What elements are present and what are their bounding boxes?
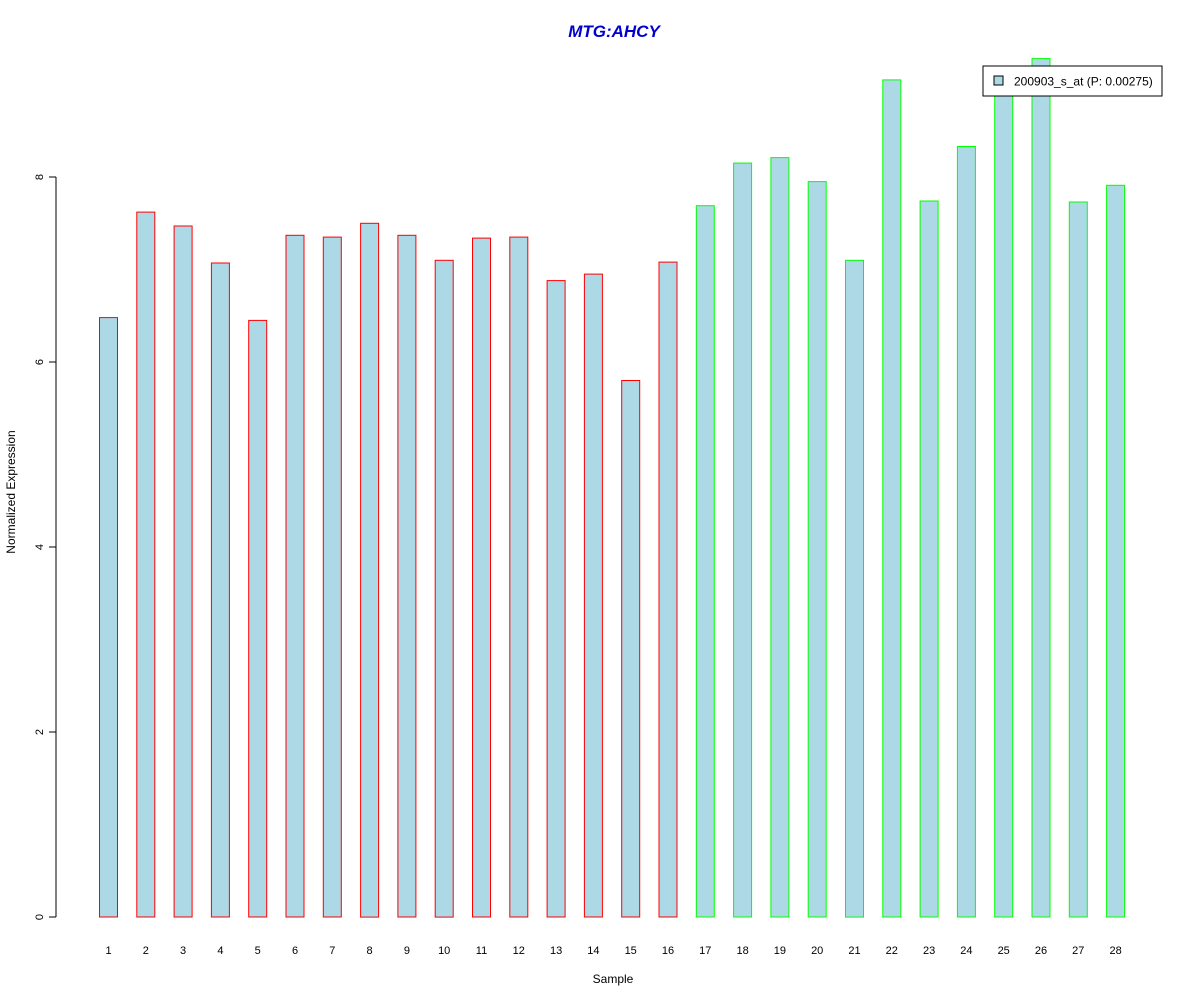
x-tick-label: 10 — [438, 945, 450, 957]
bar-sample-9 — [397, 234, 417, 918]
x-tick-label: 1 — [105, 945, 111, 957]
bar-sample-13 — [546, 280, 566, 918]
x-tick-label: 25 — [998, 945, 1010, 957]
bar-sample-15 — [621, 380, 641, 918]
x-tick-label: 8 — [367, 945, 373, 957]
bar-sample-24 — [956, 146, 976, 918]
bar-sample-1 — [99, 317, 118, 918]
legend-box — [982, 65, 1163, 97]
bar-sample-7 — [322, 236, 342, 918]
bar-sample-17 — [695, 205, 715, 918]
legend-entry: 200903_s_at (P: 0.00275) — [1014, 75, 1153, 89]
x-tick-label: 5 — [255, 945, 261, 957]
bar-sample-4 — [210, 262, 230, 918]
x-tick-label: 28 — [1109, 945, 1121, 957]
y-tick-label: 6 — [34, 359, 46, 365]
x-tick-label: 23 — [923, 945, 935, 957]
bar-sample-16 — [658, 261, 678, 918]
x-tick-label: 24 — [960, 945, 972, 957]
x-tick-label: 19 — [774, 945, 786, 957]
chart-title: MTG:AHCY — [568, 22, 661, 41]
bar-sample-25 — [994, 84, 1014, 918]
y-axis: 0 2 4 6 8 — [34, 174, 57, 920]
bar-sample-18 — [733, 162, 753, 918]
bar-sample-22 — [882, 79, 902, 918]
bar-sample-21 — [845, 259, 864, 918]
bar-sample-12 — [509, 236, 529, 918]
bar-sample-14 — [583, 273, 603, 918]
x-tick-label: 17 — [699, 945, 711, 957]
x-tick-label: 7 — [329, 945, 335, 957]
x-tick-label: 21 — [848, 945, 860, 957]
x-tick-label: 3 — [180, 945, 186, 957]
x-tick-label: 2 — [143, 945, 149, 957]
x-axis-label: Sample — [593, 972, 634, 986]
y-axis-label: Normalized Expression — [4, 430, 18, 553]
x-tick-label: 20 — [811, 945, 823, 957]
y-tick-label: 0 — [34, 914, 46, 920]
y-tick-label: 4 — [34, 544, 46, 550]
x-tick-label: 12 — [513, 945, 525, 957]
x-tick-label: 11 — [476, 945, 487, 957]
bar-sample-10 — [434, 259, 454, 918]
x-tick-label: 9 — [404, 945, 410, 957]
x-tick-label: 14 — [587, 945, 599, 957]
x-tick-label: 16 — [662, 945, 674, 957]
bars-group — [99, 58, 1126, 918]
bar-sample-3 — [173, 225, 193, 918]
legend-swatch — [993, 75, 1004, 86]
bar-sample-27 — [1068, 201, 1088, 918]
legend: 200903_s_at (P: 0.00275) — [982, 65, 1163, 97]
bar-sample-23 — [919, 200, 939, 918]
bar-sample-6 — [285, 234, 305, 918]
bar-sample-28 — [1106, 184, 1126, 918]
x-tick-label: 26 — [1035, 945, 1047, 957]
y-tick-label: 2 — [34, 729, 46, 735]
bar-sample-19 — [770, 157, 790, 918]
bar-sample-2 — [136, 211, 156, 918]
x-tick-label: 4 — [217, 945, 223, 957]
bar-sample-26 — [1031, 58, 1051, 918]
x-tick-label: 27 — [1072, 945, 1084, 957]
x-tick-label: 22 — [886, 945, 898, 957]
x-tick-label: 13 — [550, 945, 562, 957]
bar-sample-5 — [248, 319, 268, 918]
y-tick-label: 8 — [34, 174, 46, 180]
x-tick-label: 15 — [625, 945, 637, 957]
x-tick-label: 6 — [292, 945, 298, 957]
x-tick-labels: 1 2 3 4 5 6 7 8 9 10 11 12 13 14 15 16 17 18 19 20 21 22 23 24 2… — [105, 945, 1121, 957]
bar-sample-8 — [360, 222, 380, 918]
bar-sample-20 — [807, 181, 827, 918]
x-tick-label: 18 — [736, 945, 748, 957]
bar-sample-11 — [472, 237, 491, 918]
